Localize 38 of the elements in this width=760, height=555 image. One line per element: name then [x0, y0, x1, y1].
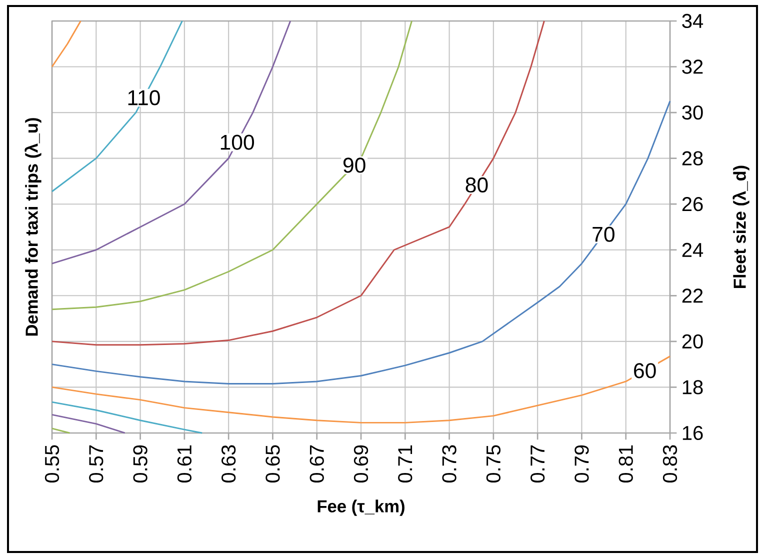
x-tick-label: 0.83	[662, 445, 678, 483]
x-tick-label: 0.67	[310, 445, 324, 483]
y-tick-label: 22	[682, 288, 703, 303]
y-tick-label: 30	[682, 105, 703, 120]
x-axis-title: Fee (τ_km)	[318, 500, 404, 516]
y-tick-label: 16	[682, 426, 703, 440]
y-tick-label: 26	[682, 197, 703, 212]
y-tick-label: 20	[682, 334, 703, 349]
y-axis-title: Demand for taxi trips (λ_u)	[24, 118, 42, 336]
x-tick-label: 0.61	[177, 445, 192, 483]
series-label: 100	[220, 134, 254, 150]
series-label: 70	[592, 226, 614, 242]
y2-axis-title: Fleet size (λ_d)	[732, 166, 750, 288]
y-tick-label: 24	[682, 242, 704, 257]
x-tick-label: 0.65	[266, 445, 280, 483]
line-series	[51, 401, 203, 434]
series-label: 60	[634, 363, 656, 378]
y-tick-label: 18	[682, 380, 703, 394]
line-series	[51, 20, 292, 264]
x-tick-label: 0.75	[486, 445, 501, 483]
x-tick-label: 0.55	[44, 445, 60, 483]
series-label: 90	[343, 158, 366, 173]
x-tick-label: 0.77	[530, 445, 545, 483]
series-label: 80	[466, 177, 488, 193]
series-label: 110	[128, 90, 160, 106]
x-tick-label: 0.57	[89, 445, 104, 483]
x-tick-label: 0.81	[618, 445, 633, 483]
y-tick-label: 32	[682, 60, 703, 74]
x-tick-label: 0.69	[354, 445, 368, 483]
line-series	[51, 20, 183, 192]
y-tick-label: 34	[682, 14, 704, 28]
x-tick-label: 0.59	[133, 445, 148, 483]
x-tick-label: 0.71	[398, 445, 412, 483]
x-tick-label: 0.63	[221, 445, 236, 483]
x-tick-label: 0.73	[442, 445, 456, 483]
x-tick-label: 0.79	[574, 445, 589, 483]
line-series	[51, 20, 545, 346]
y-tick-label: 28	[682, 151, 703, 166]
